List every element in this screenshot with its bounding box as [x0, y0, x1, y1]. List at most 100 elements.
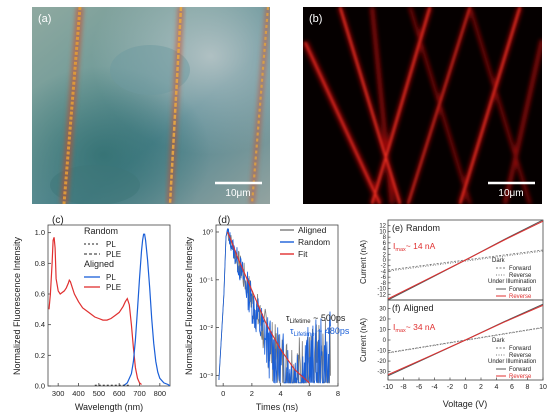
y-tick-label-d: 10⁻²: [199, 325, 213, 332]
series-e-illum-reverse: [388, 220, 543, 300]
x-tick-label-f: -6: [416, 384, 422, 391]
legend-c-group-random: Random: [84, 226, 118, 236]
y-tick-label-c: 0.0: [35, 382, 45, 391]
y-tick-label-e: 2: [383, 252, 387, 258]
legend-e-illum: Under Illumination: [488, 279, 536, 285]
legend-f-dark: Dark: [492, 338, 506, 344]
scale-bar-label-a: 10μm: [225, 188, 250, 199]
legend-d-aligned: Aligned: [298, 225, 327, 235]
legend-f: Dark Forward Reverse Under Illumination …: [488, 338, 536, 380]
panel-a-optical-image: (a) 10μm: [32, 7, 270, 204]
y-tick-label-c: 0.2: [35, 351, 45, 360]
y-tick-label-c: 0.8: [35, 259, 45, 268]
series-f-illum-reverse: [388, 304, 543, 376]
legend-d-fit: Fit: [298, 249, 308, 259]
legend-c-random-ple: PLE: [106, 250, 121, 259]
y-tick-label-e: 4: [383, 247, 387, 253]
x-tick-label-f: -10: [383, 384, 393, 391]
legend-f-illum-forward: Forward: [509, 367, 531, 373]
x-tick-label-f: -4: [431, 384, 437, 391]
legend-c-aligned-pl: PL: [106, 273, 116, 282]
legend-e-dark-reverse: Reverse: [509, 273, 532, 279]
legend-e-dark: Dark: [492, 258, 506, 264]
y-tick-label-c: 1.0: [35, 228, 45, 237]
x-tick-label-c: 500: [93, 389, 106, 398]
legend-e-dark-forward: Forward: [509, 266, 531, 272]
y-tick-label-e: -4: [381, 269, 387, 275]
x-tick-label-f: 2: [479, 384, 483, 391]
y-tick-label-f: 0: [383, 338, 387, 344]
series-d-fit: [226, 231, 310, 384]
panel-f-title: (f) Aligned: [392, 303, 434, 313]
y-tick-label-f: -10: [377, 349, 386, 355]
legend-f-dark-forward: Forward: [509, 346, 531, 352]
series-c-ple: [48, 237, 142, 385]
series-d-random: [218, 228, 331, 384]
panel-b-fluorescence-image: (b) 10μm: [303, 7, 542, 204]
x-axis-label-f: Voltage (V): [443, 399, 488, 409]
legend-f-illum-reverse: Reverse: [509, 374, 532, 380]
legend-e-illum-reverse: Reverse: [509, 294, 532, 300]
panel-label-d: (d): [218, 215, 230, 226]
series-e-dark-reverse: [388, 250, 543, 272]
legend-d-random: Random: [298, 237, 330, 247]
x-tick-label-c: 600: [113, 389, 126, 398]
x-tick-label-c: 400: [72, 389, 85, 398]
legend-e: Dark Forward Reverse Under Illumination …: [488, 258, 536, 300]
x-tick-label-c: 700: [133, 389, 146, 398]
y-tick-label-e: 8: [383, 235, 387, 241]
legend-f-illum: Under Illumination: [488, 359, 536, 365]
y-axis-label-f: Current (nA): [359, 318, 368, 362]
y-tick-label-d: 10⁻¹: [199, 277, 213, 284]
y-tick-label-e: -10: [377, 287, 386, 293]
y-tick-label-e: 12: [379, 224, 386, 230]
x-tick-label-f: -2: [447, 384, 453, 391]
annotation-lifetime-random: τLifetime ~ 500ps: [286, 313, 346, 325]
panel-label-a: (a): [38, 13, 51, 25]
y-tick-label-f: 10: [379, 327, 386, 333]
legend-c-group-aligned: Aligned: [84, 259, 114, 269]
legend-c-aligned-ple: PLE: [106, 283, 121, 292]
y-axis-label-d: Normalized Fluorescence Intensity: [184, 236, 194, 375]
legend-c: Random PL PLE Aligned PL PLE: [84, 226, 121, 292]
panel-e-title: (e) Random: [392, 223, 440, 233]
plot-frame-c: [47, 224, 171, 387]
x-axis-label-d: Times (ns): [256, 402, 298, 412]
x-tick-label-c: 300: [52, 389, 65, 398]
y-tick-label-f: 20: [379, 317, 386, 323]
x-tick-label-f: 8: [526, 384, 530, 391]
legend-d: Aligned Random Fit: [280, 225, 330, 259]
y-tick-label-f: -30: [377, 370, 386, 376]
x-tick-label-f: 10: [539, 384, 547, 391]
y-tick-label-e: -6: [381, 275, 387, 281]
y-tick-label-e: -2: [381, 264, 387, 270]
imax-label-f: Imax~ 34 nA: [393, 322, 436, 334]
legend-f-dark-reverse: Reverse: [509, 353, 532, 359]
plot-frame-d: [215, 224, 339, 387]
x-tick-label-f: 0: [464, 384, 468, 391]
x-tick-label-d: 0: [221, 389, 225, 398]
y-tick-label-c: 0.4: [35, 320, 45, 329]
legend-e-illum-forward: Forward: [509, 287, 531, 293]
y-axis-label-e: Current (nA): [359, 240, 368, 284]
x-tick-label-f: 4: [495, 384, 499, 391]
y-tick-label-f: 30: [379, 306, 386, 312]
y-tick-label-f: -20: [377, 359, 386, 365]
panel-label-c: (c): [52, 215, 64, 226]
scale-bar-label-b: 10μm: [498, 188, 523, 199]
y-tick-label-e: 0: [383, 258, 387, 264]
x-tick-label-d: 8: [336, 389, 340, 398]
imax-label-e: Imax~ 14 nA: [393, 241, 436, 253]
y-tick-label-c: 0.6: [35, 290, 45, 299]
y-tick-label-e: 10: [379, 229, 386, 235]
y-tick-label-e: 6: [383, 241, 387, 247]
y-tick-label-e: -12: [377, 292, 386, 298]
series-f-dark-reverse: [388, 327, 543, 354]
legend-c-random-pl: PL: [106, 240, 116, 249]
series-c-pl: [122, 233, 170, 386]
x-axis-label-c: Wavelength (nm): [75, 402, 143, 412]
y-axis-label-c: Normalized Fluorescence Intensity: [12, 236, 22, 375]
y-tick-label-d: 10⁻³: [199, 373, 213, 380]
